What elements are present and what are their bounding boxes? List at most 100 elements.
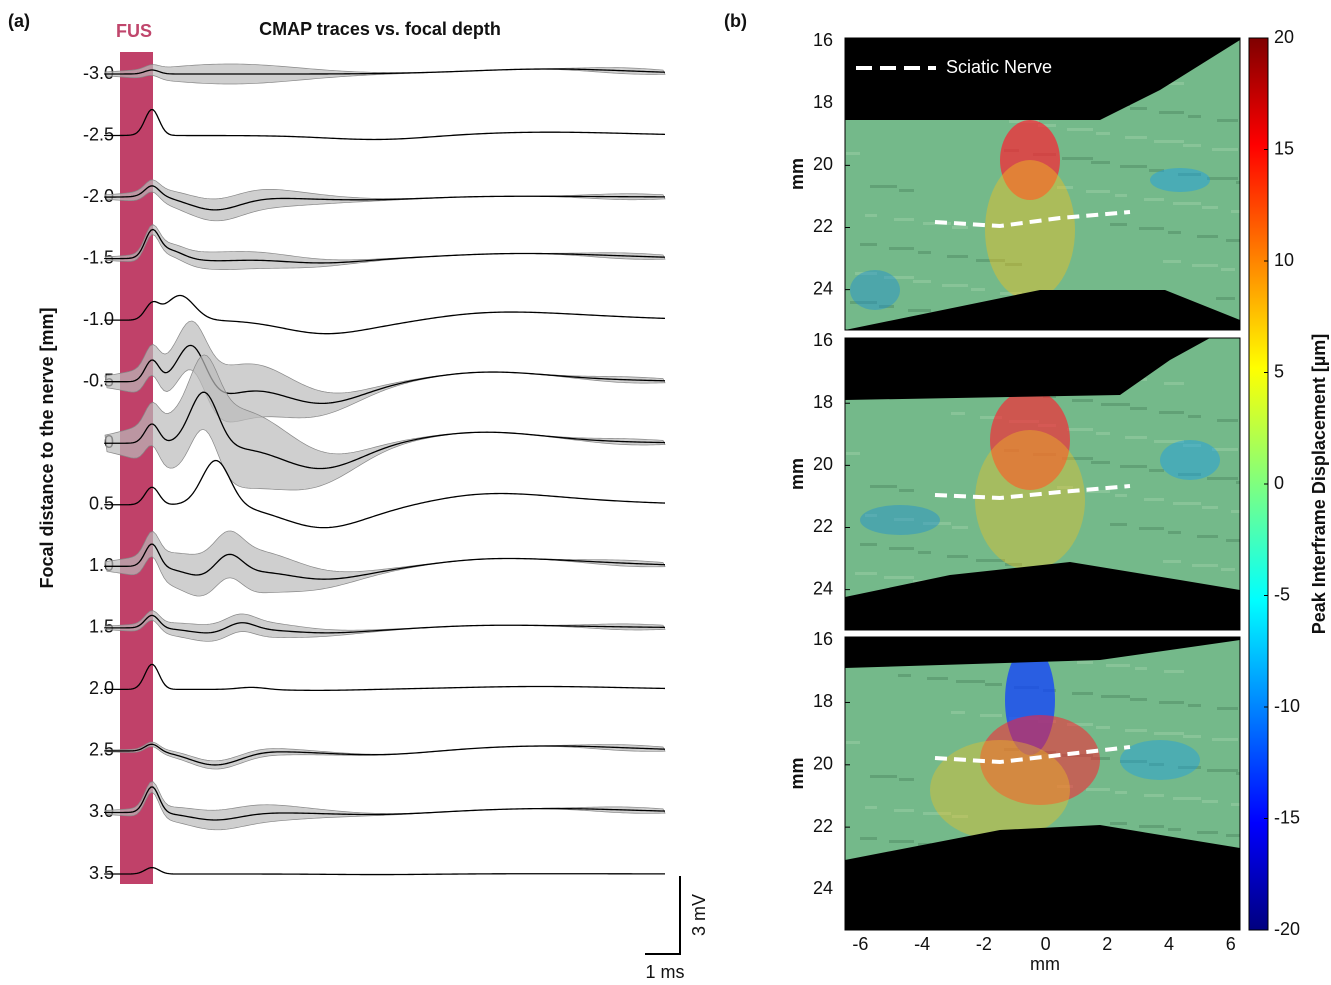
texture: [855, 572, 877, 575]
texture: [918, 251, 931, 254]
trace-band: [104, 224, 666, 270]
texture: [865, 214, 877, 217]
texture: [1005, 263, 1022, 266]
texture: [889, 547, 914, 550]
texture: [1202, 800, 1218, 803]
texture: [1110, 223, 1127, 226]
texture: [1154, 440, 1184, 443]
displacement-blob: [985, 160, 1075, 300]
texture: [850, 301, 877, 304]
texture: [951, 412, 965, 415]
y-tick-label: 24: [813, 278, 833, 298]
y-tick-label: -1.5: [83, 247, 114, 267]
texture: [1212, 448, 1238, 451]
texture: [1038, 124, 1056, 127]
texture: [918, 551, 931, 554]
texture: [879, 305, 894, 308]
texture: [1168, 531, 1181, 534]
colorbar-tick-label: -5: [1274, 584, 1290, 604]
x-tick-label: -2: [976, 934, 992, 954]
texture: [1135, 667, 1147, 670]
y-axis-label: mm: [787, 458, 807, 490]
texture: [1057, 186, 1073, 189]
texture: [894, 218, 914, 221]
texture: [1057, 486, 1073, 489]
texture: [1096, 132, 1110, 135]
colorbar-tick-label: -20: [1274, 919, 1300, 939]
texture: [1188, 704, 1201, 707]
y-tick-label: 18: [813, 392, 833, 412]
y-axis-label: mm: [787, 158, 807, 190]
displacement-blob: [980, 715, 1100, 805]
texture: [1202, 506, 1218, 509]
stim-label: FUS: [116, 21, 152, 41]
trace-band: [104, 610, 666, 642]
trace-band: [104, 179, 666, 222]
texture: [1188, 415, 1201, 418]
mask: [845, 290, 1240, 330]
texture: [1216, 297, 1235, 300]
texture: [1221, 568, 1235, 571]
texture: [952, 526, 968, 529]
texture: [976, 559, 1005, 562]
mask: [845, 38, 1240, 120]
colorbar-label: Peak Interframe Displacement [µm]: [1309, 334, 1329, 634]
y-tick-label: 22: [813, 216, 833, 236]
texture: [1173, 202, 1201, 205]
texture: [1086, 788, 1110, 791]
trace: [105, 743, 666, 766]
texture: [846, 741, 860, 744]
texture: [971, 288, 985, 291]
y-tick-label: 18: [813, 92, 833, 112]
y-axis-label: mm: [787, 757, 807, 789]
texture: [870, 775, 897, 778]
y-tick-label: 20: [813, 154, 833, 174]
texture: [865, 514, 877, 517]
scale-bar: [645, 876, 681, 955]
y-tick-label: 2.0: [89, 678, 114, 698]
texture: [1077, 661, 1093, 664]
texture: [1159, 111, 1184, 114]
y-tick-label: 16: [813, 30, 833, 50]
axes-frame: [844, 37, 1241, 331]
texture: [1197, 831, 1218, 834]
texture: [956, 680, 985, 683]
texture: [1130, 107, 1147, 110]
axes-frame: [844, 636, 1241, 931]
texture: [899, 778, 914, 781]
texture: [951, 711, 965, 714]
texture: [1207, 477, 1238, 480]
texture: [1005, 563, 1022, 566]
scale-label-x: 1 ms: [645, 962, 684, 982]
texture: [846, 152, 860, 155]
legend-label: Sciatic Nerve: [946, 57, 1052, 77]
texture: [1110, 822, 1127, 825]
trace: [105, 459, 666, 529]
displacement-blob: [1150, 168, 1210, 192]
trace: [104, 109, 666, 141]
texture: [899, 189, 914, 192]
texture: [1096, 432, 1110, 435]
texture: [1231, 510, 1240, 513]
texture: [1101, 695, 1130, 698]
trace: [105, 786, 666, 821]
displacement-blob: [1160, 440, 1220, 480]
texture: [976, 259, 1005, 262]
texture: [1202, 206, 1218, 209]
texture: [1096, 726, 1110, 729]
trace: [105, 294, 666, 335]
texture: [1067, 128, 1093, 131]
ultrasound-image: [845, 38, 1240, 330]
texture: [1144, 498, 1164, 501]
texture: [1183, 735, 1201, 738]
texture: [985, 683, 1002, 686]
texture: [1197, 235, 1218, 238]
texture: [1072, 399, 1093, 402]
y-tick-label: 16: [813, 330, 833, 350]
trace-band: [104, 781, 666, 831]
texture: [1149, 763, 1164, 766]
colorbar-tick-label: 10: [1274, 250, 1294, 270]
texture: [870, 185, 897, 188]
texture: [1115, 494, 1127, 497]
